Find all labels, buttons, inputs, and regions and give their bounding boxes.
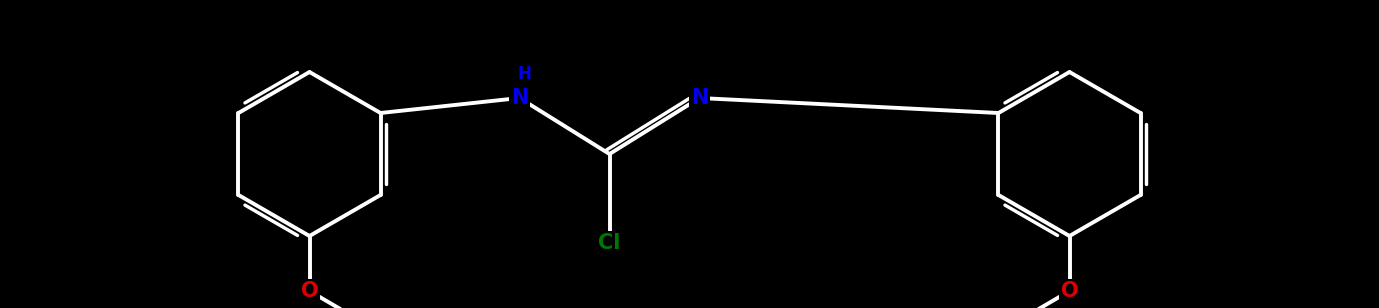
Text: Cl: Cl <box>598 233 621 253</box>
Text: O: O <box>1060 281 1078 301</box>
Text: H: H <box>517 65 531 83</box>
Text: N: N <box>510 88 528 108</box>
Text: O: O <box>301 281 319 301</box>
Text: N: N <box>691 88 709 108</box>
